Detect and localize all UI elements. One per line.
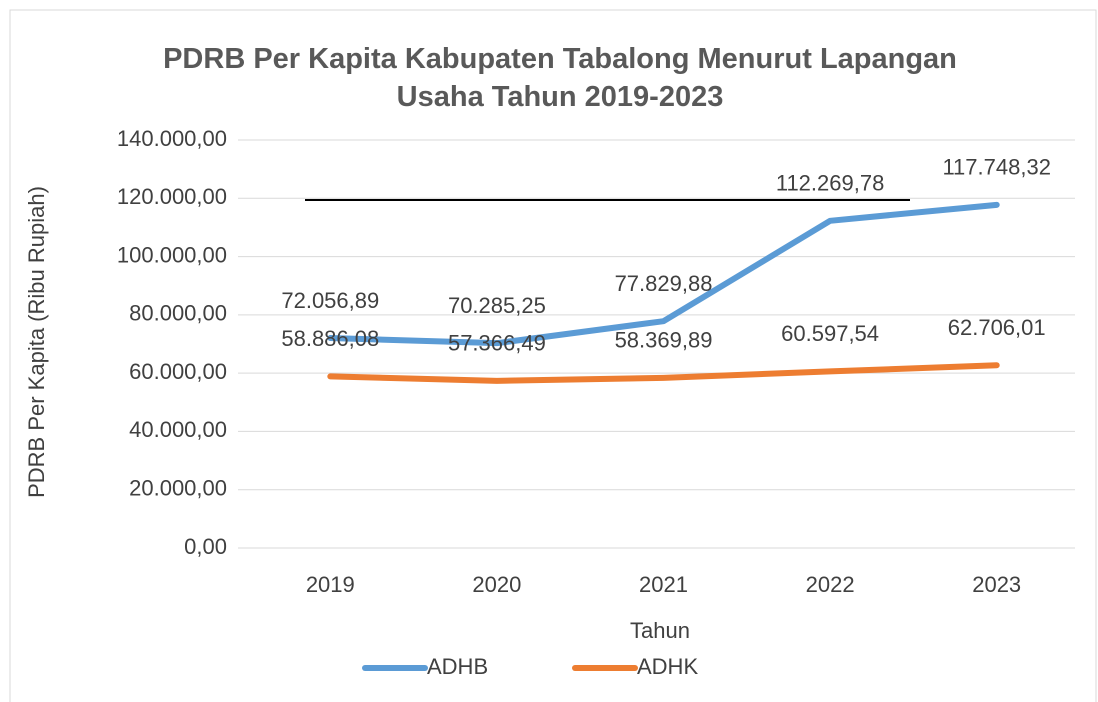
line-series <box>327 201 1000 347</box>
data-label: 58.886,08 <box>281 326 379 351</box>
chart-border <box>9 9 1097 702</box>
data-label: 72.056,89 <box>281 288 379 313</box>
data-label: 117.748,32 <box>942 155 1050 180</box>
chart-title: PDRB Per Kapita Kabupaten Tabalong Menur… <box>163 43 957 113</box>
x-tick-label: 2020 <box>472 572 521 597</box>
line-series <box>327 362 1000 384</box>
x-tick-label: 2022 <box>806 572 855 597</box>
y-tick-label: 80.000,00 <box>129 301 227 326</box>
y-tick-label: 0,00 <box>184 534 227 559</box>
y-tick-label: 120.000,00 <box>117 184 227 209</box>
data-label: 57.366,49 <box>448 331 546 356</box>
x-tick-label: 2021 <box>639 572 688 597</box>
x-tick-label: 2019 <box>306 572 355 597</box>
data-label: 60.597,54 <box>781 321 879 346</box>
x-tick-label: 2023 <box>972 572 1021 597</box>
legend-label: ADHB <box>427 654 488 679</box>
y-tick-label: 140.000,00 <box>117 126 227 151</box>
x-axis-label: Tahun <box>630 618 690 643</box>
data-label: 62.706,01 <box>948 315 1046 340</box>
data-label: 77.829,88 <box>615 271 713 296</box>
data-label: 70.285,25 <box>448 293 546 318</box>
y-tick-label: 60.000,00 <box>129 359 227 384</box>
y-axis-label: PDRB Per Kapita (Ribu Rupiah) <box>24 186 49 498</box>
y-tick-label: 100.000,00 <box>117 242 227 267</box>
data-label: 112.269,78 <box>776 171 884 196</box>
y-tick-label: 40.000,00 <box>129 417 227 442</box>
data-label: 58.369,89 <box>615 328 713 353</box>
y-tick-label: 20.000,00 <box>129 476 227 501</box>
legend-label: ADHK <box>637 654 698 679</box>
